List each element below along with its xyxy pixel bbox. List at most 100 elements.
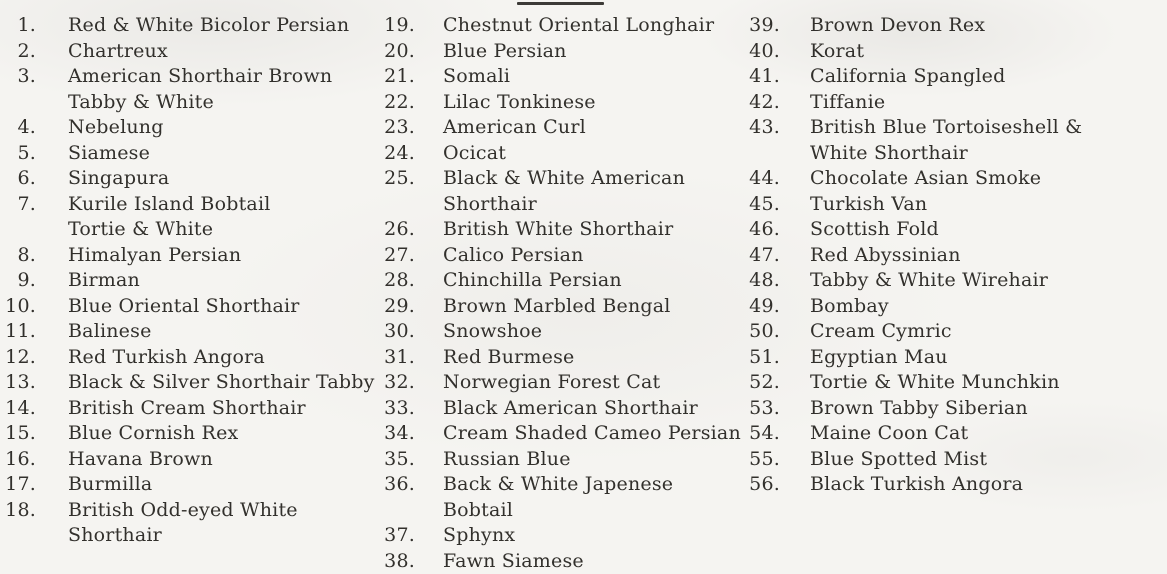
list-item: 30. Snowshoe <box>380 319 745 345</box>
list-item: 16. Havana Brown <box>0 447 380 473</box>
breed-label: Norwegian Forest Cat <box>443 370 660 396</box>
breed-label: British White Shorthair <box>443 217 673 243</box>
breed-number: 37. <box>380 523 415 549</box>
list-item: 52. Tortie & White Munchkin <box>745 370 1167 396</box>
breed-label: Scottish Fold <box>810 217 939 243</box>
breed-label: Burmilla <box>68 472 152 498</box>
list-item: 42. Tiffanie <box>745 90 1167 116</box>
breed-number: 12. <box>0 345 36 371</box>
breed-number: 52. <box>745 370 780 396</box>
breed-label: Red & White Bicolor Persian <box>68 13 349 39</box>
breed-number: 9. <box>0 268 36 294</box>
breed-number: 43. <box>745 115 780 141</box>
breed-number: 23. <box>380 115 415 141</box>
breed-label: British Blue Tortoiseshell & White Short… <box>810 115 1082 166</box>
breed-label: Himalyan Persian <box>68 243 241 269</box>
breed-label: Bombay <box>810 294 889 320</box>
breed-column: 19. Chestnut Oriental Longhair 20. Blue … <box>380 13 745 574</box>
breed-label: British Odd-eyed White Shorthair <box>68 498 298 549</box>
list-item: 48. Tabby & White Wirehair <box>745 268 1167 294</box>
breed-label: Chocolate Asian Smoke <box>810 166 1041 192</box>
breed-label: Blue Spotted Mist <box>810 447 987 473</box>
breed-label: Turkish Van <box>810 192 927 218</box>
breed-number: 18. <box>0 498 36 524</box>
list-item: 47. Red Abyssinian <box>745 243 1167 269</box>
breed-label: Snowshoe <box>443 319 542 345</box>
list-item: 35. Russian Blue <box>380 447 745 473</box>
list-item: 38. Fawn Siamese <box>380 549 745 574</box>
breed-number: 10. <box>0 294 36 320</box>
breed-number: 39. <box>745 13 780 39</box>
breed-label: Singapura <box>68 166 169 192</box>
breed-label: Chinchilla Persian <box>443 268 622 294</box>
breed-number: 3. <box>0 64 36 90</box>
list-item: 24. Ocicat <box>380 141 745 167</box>
list-item: 17. Burmilla <box>0 472 380 498</box>
breed-label: Cream Cymric <box>810 319 952 345</box>
breed-number: 42. <box>745 90 780 116</box>
list-item: 45. Turkish Van <box>745 192 1167 218</box>
breed-number: 40. <box>745 39 780 65</box>
breed-number: 14. <box>0 396 36 422</box>
breed-label: Fawn Siamese <box>443 549 584 574</box>
list-item: 23. American Curl <box>380 115 745 141</box>
breed-number: 5. <box>0 141 36 167</box>
breed-number: 29. <box>380 294 415 320</box>
list-item: 18. British Odd-eyed White Shorthair <box>0 498 380 549</box>
list-item: 25. Black & White American Shorthair <box>380 166 745 217</box>
list-item: 32. Norwegian Forest Cat <box>380 370 745 396</box>
breed-number: 17. <box>0 472 36 498</box>
list-item: 2. Chartreux <box>0 39 380 65</box>
breed-number: 53. <box>745 396 780 422</box>
breed-number: 27. <box>380 243 415 269</box>
list-item: 10. Blue Oriental Shorthair <box>0 294 380 320</box>
list-item: 13. Black & Silver Shorthair Tabby <box>0 370 380 396</box>
breed-label: Brown Tabby Siberian <box>810 396 1028 422</box>
breed-number: 50. <box>745 319 780 345</box>
breed-label: Blue Cornish Rex <box>68 421 238 447</box>
list-item: 56. Black Turkish Angora <box>745 472 1167 498</box>
list-item: 51. Egyptian Mau <box>745 345 1167 371</box>
list-item: 28. Chinchilla Persian <box>380 268 745 294</box>
list-item: 41. California Spangled <box>745 64 1167 90</box>
breed-number: 21. <box>380 64 415 90</box>
breed-number: 19. <box>380 13 415 39</box>
list-item: 12. Red Turkish Angora <box>0 345 380 371</box>
breed-label: Black & Silver Shorthair Tabby <box>68 370 375 396</box>
breed-number: 46. <box>745 217 780 243</box>
breed-number: 11. <box>0 319 36 345</box>
breed-number: 8. <box>0 243 36 269</box>
breed-number: 25. <box>380 166 415 192</box>
breed-label: Balinese <box>68 319 152 345</box>
breed-label: Tabby & White Wirehair <box>810 268 1048 294</box>
breed-number: 30. <box>380 319 415 345</box>
breed-number: 31. <box>380 345 415 371</box>
breed-label: British Cream Shorthair <box>68 396 306 422</box>
list-item: 7. Kurile Island Bobtail Tortie & White <box>0 192 380 243</box>
breed-label: Lilac Tonkinese <box>443 90 596 116</box>
breed-label: Sphynx <box>443 523 515 549</box>
breed-label: Somali <box>443 64 510 90</box>
list-item: 11. Balinese <box>0 319 380 345</box>
breed-number: 4. <box>0 115 36 141</box>
breed-label: Havana Brown <box>68 447 213 473</box>
breed-label: Korat <box>810 39 864 65</box>
list-item: 1. Red & White Bicolor Persian <box>0 13 380 39</box>
breed-number: 15. <box>0 421 36 447</box>
breed-label: Tortie & White Munchkin <box>810 370 1060 396</box>
breed-number: 47. <box>745 243 780 269</box>
list-item: 20. Blue Persian <box>380 39 745 65</box>
breed-label: Russian Blue <box>443 447 571 473</box>
list-item: 55. Blue Spotted Mist <box>745 447 1167 473</box>
breed-number: 6. <box>0 166 36 192</box>
breed-label: California Spangled <box>810 64 1005 90</box>
list-item: 43. British Blue Tortoiseshell & White S… <box>745 115 1167 166</box>
breed-label: Black American Shorthair <box>443 396 698 422</box>
list-item: 14. British Cream Shorthair <box>0 396 380 422</box>
breed-number: 34. <box>380 421 415 447</box>
list-item: 19. Chestnut Oriental Longhair <box>380 13 745 39</box>
breed-number: 41. <box>745 64 780 90</box>
breed-number: 36. <box>380 472 415 498</box>
breed-number: 26. <box>380 217 415 243</box>
